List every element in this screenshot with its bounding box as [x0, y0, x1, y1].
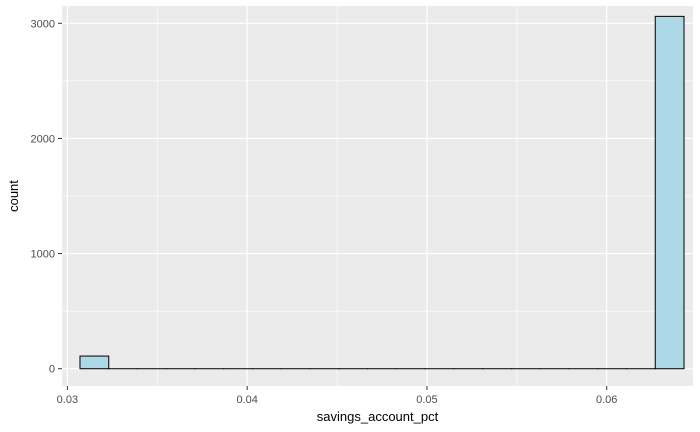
minor-gridlines — [62, 6, 693, 386]
x-axis: 0.03 0.04 0.05 0.06 — [57, 386, 617, 406]
x-tick-label: 0.04 — [236, 394, 257, 406]
y-tick-label: 2000 — [31, 133, 55, 145]
x-tick-label: 0.03 — [57, 394, 78, 406]
histogram-bars — [79, 15, 685, 370]
x-tick-label: 0.06 — [596, 394, 617, 406]
x-axis-title: savings_account_pct — [317, 409, 439, 424]
y-tick-label: 1000 — [31, 249, 55, 261]
y-tick-label: 0 — [49, 364, 55, 376]
x-tick-label: 0.05 — [416, 394, 437, 406]
histogram-bar — [79, 355, 110, 370]
histogram-bar — [654, 15, 685, 370]
y-axis: 0 1000 2000 3000 — [31, 18, 62, 376]
y-tick-label: 3000 — [31, 18, 55, 30]
y-axis-title: count — [6, 180, 21, 212]
